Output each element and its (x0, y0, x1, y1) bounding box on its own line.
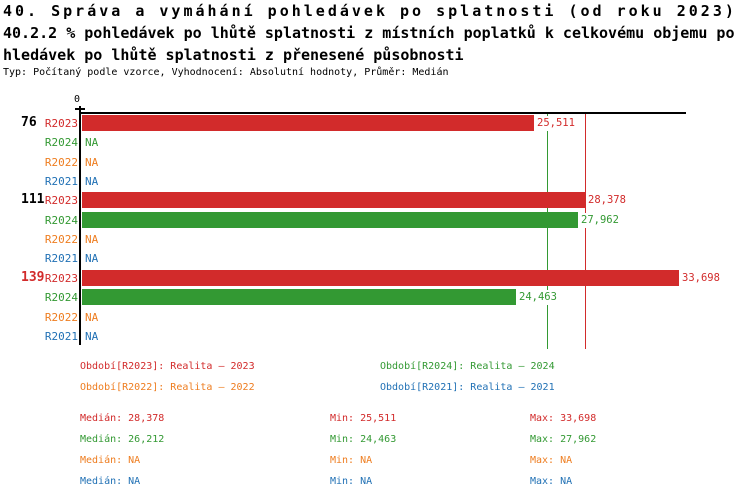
na-label: NA (85, 330, 99, 343)
bar-value-label: 24,463 (517, 290, 559, 305)
series-label-r2023: R2023 (44, 194, 78, 207)
series-label-r2023: R2023 (44, 272, 78, 285)
stat-max-r2021: Max: NA (530, 476, 573, 487)
stat-min-r2021: Min: NA (330, 476, 373, 487)
series-label-r2021: R2021 (44, 330, 78, 343)
x-axis-line (79, 112, 686, 114)
stat-median-r2023: Medián: 28,378 (80, 413, 165, 424)
zero-tick-label: 0 (74, 94, 81, 105)
series-label-r2021: R2021 (44, 175, 78, 188)
legend-item-r2023: Období[R2023]: Realita – 2023 (80, 361, 255, 372)
group-label: 139 (21, 270, 45, 285)
series-label-r2022: R2022 (44, 156, 78, 169)
bar-value-label: 27,962 (579, 213, 621, 228)
series-label-r2023: R2023 (44, 117, 78, 130)
na-label: NA (85, 156, 99, 169)
bar-value-label: 25,511 (535, 116, 577, 131)
bar-r2024 (82, 212, 578, 228)
group-label: 111 (21, 192, 45, 207)
na-label: NA (85, 136, 99, 149)
legend-item-r2021: Období[R2021]: Realita – 2021 (380, 382, 555, 393)
stat-median-r2021: Medián: NA (80, 476, 141, 487)
series-label-r2021: R2021 (44, 252, 78, 265)
report-meta-line: Typ: Počítaný podle vzorce, Vyhodnocení:… (3, 67, 449, 78)
stat-median-r2024: Medián: 26,212 (80, 434, 165, 445)
report-subtitle-line1: 40.2.2 % pohledávek po lhůtě splatnosti … (3, 24, 735, 42)
stat-min-r2024: Min: 24,463 (330, 434, 397, 445)
na-label: NA (85, 252, 99, 265)
na-label: NA (85, 233, 99, 246)
series-label-r2024: R2024 (44, 291, 78, 304)
stat-max-r2022: Max: NA (530, 455, 573, 466)
legend-item-r2024: Období[R2024]: Realita – 2024 (380, 361, 555, 372)
legend-item-r2022: Období[R2022]: Realita – 2022 (80, 382, 255, 393)
series-label-r2024: R2024 (44, 214, 78, 227)
stat-max-r2023: Max: 33,698 (530, 413, 597, 424)
na-label: NA (85, 311, 99, 324)
stat-max-r2024: Max: 27,962 (530, 434, 597, 445)
stat-min-r2022: Min: NA (330, 455, 373, 466)
report-title-line1: 40. Správa a vymáhání pohledávek po spla… (3, 2, 737, 20)
bar-r2023 (82, 192, 585, 208)
median-line-r2023 (585, 114, 586, 349)
bar-value-label: 33,698 (680, 271, 722, 286)
group-label: 76 (21, 115, 37, 130)
bar-r2023 (82, 115, 534, 131)
y-axis-line (79, 106, 81, 345)
median-line-r2024 (547, 114, 548, 349)
bar-chart: 0 76 R2023 25,511 R2024 NA R2022 NA R2021 NA 111 R… (21, 94, 722, 349)
bar-value-label: 28,378 (586, 193, 628, 208)
stat-median-r2022: Medián: NA (80, 455, 141, 466)
report-subtitle-line2: hledávek po lhůtě splatnosti z přenesené… (3, 46, 464, 64)
stat-min-r2023: Min: 25,511 (330, 413, 397, 424)
series-label-r2022: R2022 (44, 311, 78, 324)
na-label: NA (85, 175, 99, 188)
bar-r2023 (82, 270, 679, 286)
bar-r2024 (82, 289, 516, 305)
series-label-r2022: R2022 (44, 233, 78, 246)
series-label-r2024: R2024 (44, 136, 78, 149)
